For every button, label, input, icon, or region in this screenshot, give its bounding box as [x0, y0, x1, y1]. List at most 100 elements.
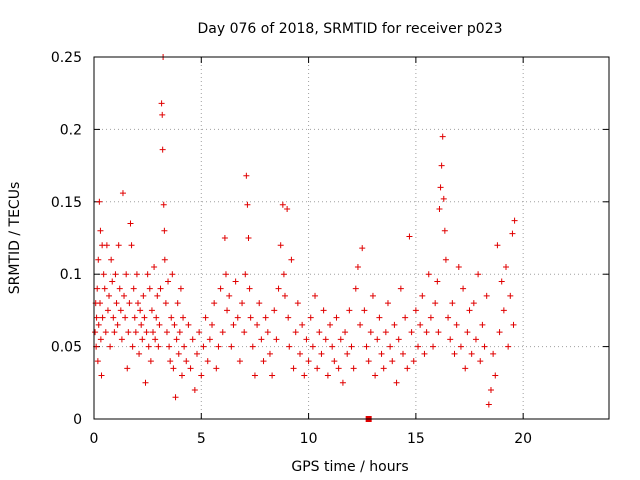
data-point: [155, 343, 162, 350]
data-point: [100, 271, 107, 278]
data-point: [125, 329, 132, 336]
data-point: [487, 387, 494, 394]
data-point: [479, 321, 486, 328]
y-axis-label: SRMTID / TECUs: [7, 182, 23, 295]
data-point: [137, 307, 144, 314]
data-point: [133, 271, 140, 278]
data-point: [178, 372, 185, 379]
data-point: [106, 292, 113, 299]
data-point: [425, 271, 432, 278]
y-tick-label: 0: [73, 412, 82, 428]
data-point: [172, 394, 179, 401]
data-point: [198, 372, 205, 379]
data-point: [492, 372, 499, 379]
x-tick-label: 15: [407, 431, 425, 447]
data-point: [152, 336, 159, 343]
data-point: [239, 300, 246, 307]
data-point: [281, 292, 288, 299]
y-axis: 0 0.05 0.1 0.15 0.2 0.25: [51, 50, 609, 428]
data-point: [93, 314, 100, 321]
data-point: [406, 233, 413, 240]
data-point: [221, 235, 228, 241]
data-point: [97, 227, 104, 234]
data-point: [161, 256, 168, 263]
data-point: [94, 285, 101, 292]
data-point: [154, 292, 161, 299]
data-point: [490, 350, 497, 357]
data-point: [292, 329, 299, 336]
data-point: [150, 329, 157, 336]
data-point: [162, 300, 169, 307]
data-point: [112, 271, 119, 278]
data-point: [327, 321, 334, 328]
data-point: [342, 329, 349, 336]
data-point: [496, 329, 503, 336]
data-point: [94, 358, 101, 365]
data-point: [297, 350, 303, 357]
data-point: [97, 336, 104, 343]
data-point: [365, 358, 372, 365]
data-point: [455, 263, 462, 270]
data-point: [128, 242, 135, 249]
data-point: [303, 336, 310, 343]
data-point: [251, 372, 258, 379]
data-point: [441, 227, 448, 234]
data-point: [206, 336, 213, 343]
data-point: [245, 235, 252, 241]
data-point: [307, 314, 314, 321]
data-point: [163, 329, 170, 336]
data-point: [376, 314, 383, 321]
data-point: [494, 242, 501, 249]
data-point: [510, 321, 517, 328]
y-tick-label: 0.1: [60, 267, 82, 283]
data-point: [168, 314, 175, 321]
data-point: [277, 242, 284, 249]
data-point: [485, 401, 492, 408]
data-point: [350, 365, 357, 372]
data-point: [153, 314, 160, 321]
data-point: [254, 321, 261, 328]
data-point: [359, 245, 366, 252]
data-point: [470, 300, 477, 307]
data-point: [138, 321, 145, 328]
data-point: [102, 329, 109, 336]
data-point: [160, 201, 167, 208]
data-point: [92, 329, 99, 336]
data-point: [440, 195, 447, 202]
data-point: [119, 190, 126, 197]
data-point: [139, 336, 146, 343]
data-point: [419, 292, 426, 299]
data-point: [202, 314, 209, 321]
data-point: [400, 350, 406, 357]
data-point: [382, 329, 389, 336]
data-point: [333, 314, 340, 321]
data-point: [224, 307, 231, 314]
data-point: [305, 358, 312, 365]
data-point: [144, 271, 151, 278]
data-point: [115, 242, 122, 249]
data-point: [131, 314, 138, 321]
data-point: [142, 379, 149, 386]
data-point: [339, 379, 346, 386]
data-point: [301, 372, 308, 379]
data-point: [249, 343, 256, 350]
data-point: [222, 271, 229, 278]
data-point: [464, 329, 471, 336]
data-point: [404, 365, 411, 372]
data-point: [417, 321, 424, 328]
data-point: [230, 321, 237, 328]
data-point: [427, 314, 434, 321]
data-point: [453, 321, 460, 328]
data-point: [286, 343, 293, 350]
data-point: [312, 292, 319, 299]
data-point: [271, 307, 278, 314]
data-point: [372, 372, 379, 379]
data-point: [462, 365, 469, 372]
data-point: [185, 321, 192, 328]
y-tick-label: 0.05: [51, 340, 82, 356]
data-point: [260, 358, 267, 365]
y-tick-label: 0.2: [60, 122, 82, 138]
data-point: [134, 300, 141, 307]
data-point: [498, 278, 505, 285]
data-point: [331, 358, 338, 365]
